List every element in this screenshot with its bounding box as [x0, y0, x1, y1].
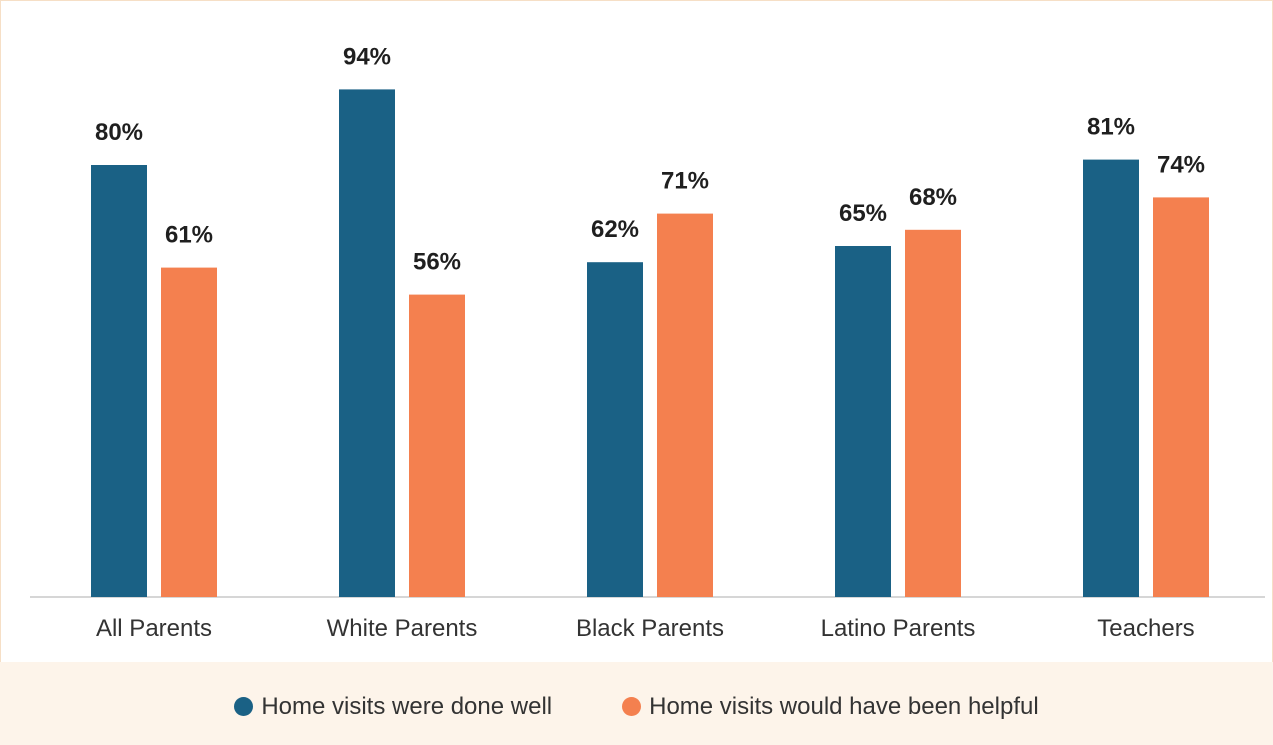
bar-latino-parents-series-1: [835, 246, 891, 597]
category-labels-group: All Parents White Parents Black Parents Lat…: [96, 615, 1195, 642]
category-label-teachers: Teachers: [1097, 615, 1194, 642]
category-label-white-parents: White Parents: [327, 615, 478, 642]
bar-black-parents-series-2: [657, 213, 713, 597]
bar-teachers-series-1: [1083, 159, 1139, 597]
category-label-all-parents: All Parents: [96, 615, 212, 642]
category-label-black-parents: Black Parents: [576, 615, 724, 642]
value-label-black-parents-series-2: 71%: [661, 168, 709, 195]
bar-all-parents-series-1: [91, 165, 147, 597]
value-label-latino-parents-series-1: 65%: [839, 200, 887, 227]
legend-item-series-2: Home visits would have been helpful: [622, 693, 1039, 721]
value-label-teachers-series-2: 74%: [1157, 151, 1205, 178]
value-labels-group: 80% 61% 94% 56% 62% 71% 65% 68% 81% 74%: [95, 43, 1205, 275]
bar-teachers-series-2: [1153, 197, 1209, 597]
value-label-all-parents-series-2: 61%: [165, 222, 213, 249]
bar-latino-parents-series-2: [905, 229, 961, 598]
bar-all-parents-series-2: [161, 267, 217, 597]
bar-white-parents-series-2: [409, 294, 465, 597]
bars-group: [91, 89, 1209, 598]
value-label-teachers-series-1: 81%: [1087, 114, 1135, 141]
legend-label-series-1: Home visits were done well: [261, 692, 553, 720]
bar-white-parents-series-1: [339, 89, 395, 598]
legend-label-series-2: Home visits would have been helpful: [649, 692, 1039, 720]
value-label-latino-parents-series-2: 68%: [909, 184, 957, 211]
bar-black-parents-series-1: [587, 262, 643, 597]
value-label-white-parents-series-1: 94%: [343, 43, 391, 70]
legend-marker-series-1: [234, 697, 254, 716]
value-label-black-parents-series-1: 62%: [591, 216, 639, 243]
value-label-all-parents-series-1: 80%: [95, 119, 143, 146]
legend-item-series-1: Home visits were done well: [234, 693, 552, 721]
legend: Home visits were done well Home visits w…: [0, 662, 1273, 745]
category-label-latino-parents: Latino Parents: [821, 615, 976, 642]
value-label-white-parents-series-2: 56%: [413, 249, 461, 276]
legend-marker-series-2: [622, 697, 642, 716]
